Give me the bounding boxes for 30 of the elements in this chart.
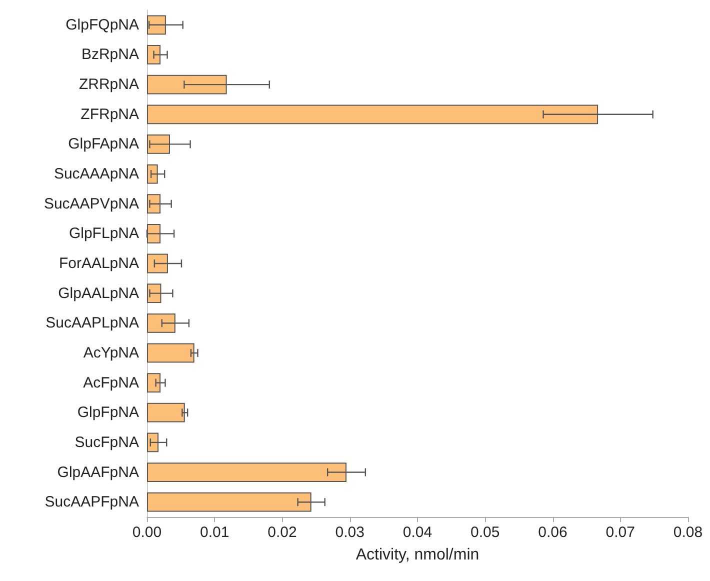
x-tick-label: 0.05 [470, 524, 500, 541]
x-tick-label: 0.01 [200, 524, 230, 541]
y-tick-label: GlpFpNA [77, 404, 139, 422]
y-tick-label: SucFpNA [74, 434, 139, 451]
x-tick-label: 0.00 [132, 524, 162, 541]
y-tick-label: GlpFLpNA [68, 225, 139, 242]
y-tick-label: GlpAAFpNA [57, 464, 139, 481]
y-tick-label: AcYpNA [83, 344, 139, 362]
y-tick-label: ForAALpNA [58, 255, 139, 272]
y-tick-label: GlpFApNA [68, 136, 139, 153]
y-tick-label: SucAAPFpNA [44, 494, 139, 511]
x-tick-label: 0.08 [673, 524, 703, 541]
y-tick-label: GlpAALpNA [58, 284, 139, 302]
x-axis-title: Activity, nmol/min [356, 546, 480, 564]
bar [147, 373, 161, 392]
y-tick-label: AcFpNA [83, 374, 139, 392]
y-tick-label: ZFRpNA [80, 106, 139, 123]
bar [147, 343, 194, 363]
x-tick-label: 0.06 [538, 524, 568, 541]
y-tick-label: SucAAPLpNA [46, 314, 139, 332]
bar [147, 402, 185, 422]
y-tick-label: SucAAPVpNA [44, 195, 139, 212]
y-tick-label: ZRRpNA [78, 76, 139, 94]
y-tick-label: SucAAApNA [54, 166, 139, 183]
y-tick-label: BzRpNA [81, 46, 139, 64]
x-tick-label: 0.03 [335, 524, 364, 541]
x-tick-label: 0.07 [606, 524, 635, 541]
y-tick-label: GlpFQpNA [66, 16, 139, 34]
x-tick-label: 0.02 [268, 524, 297, 541]
x-tick-label: 0.04 [402, 524, 432, 541]
